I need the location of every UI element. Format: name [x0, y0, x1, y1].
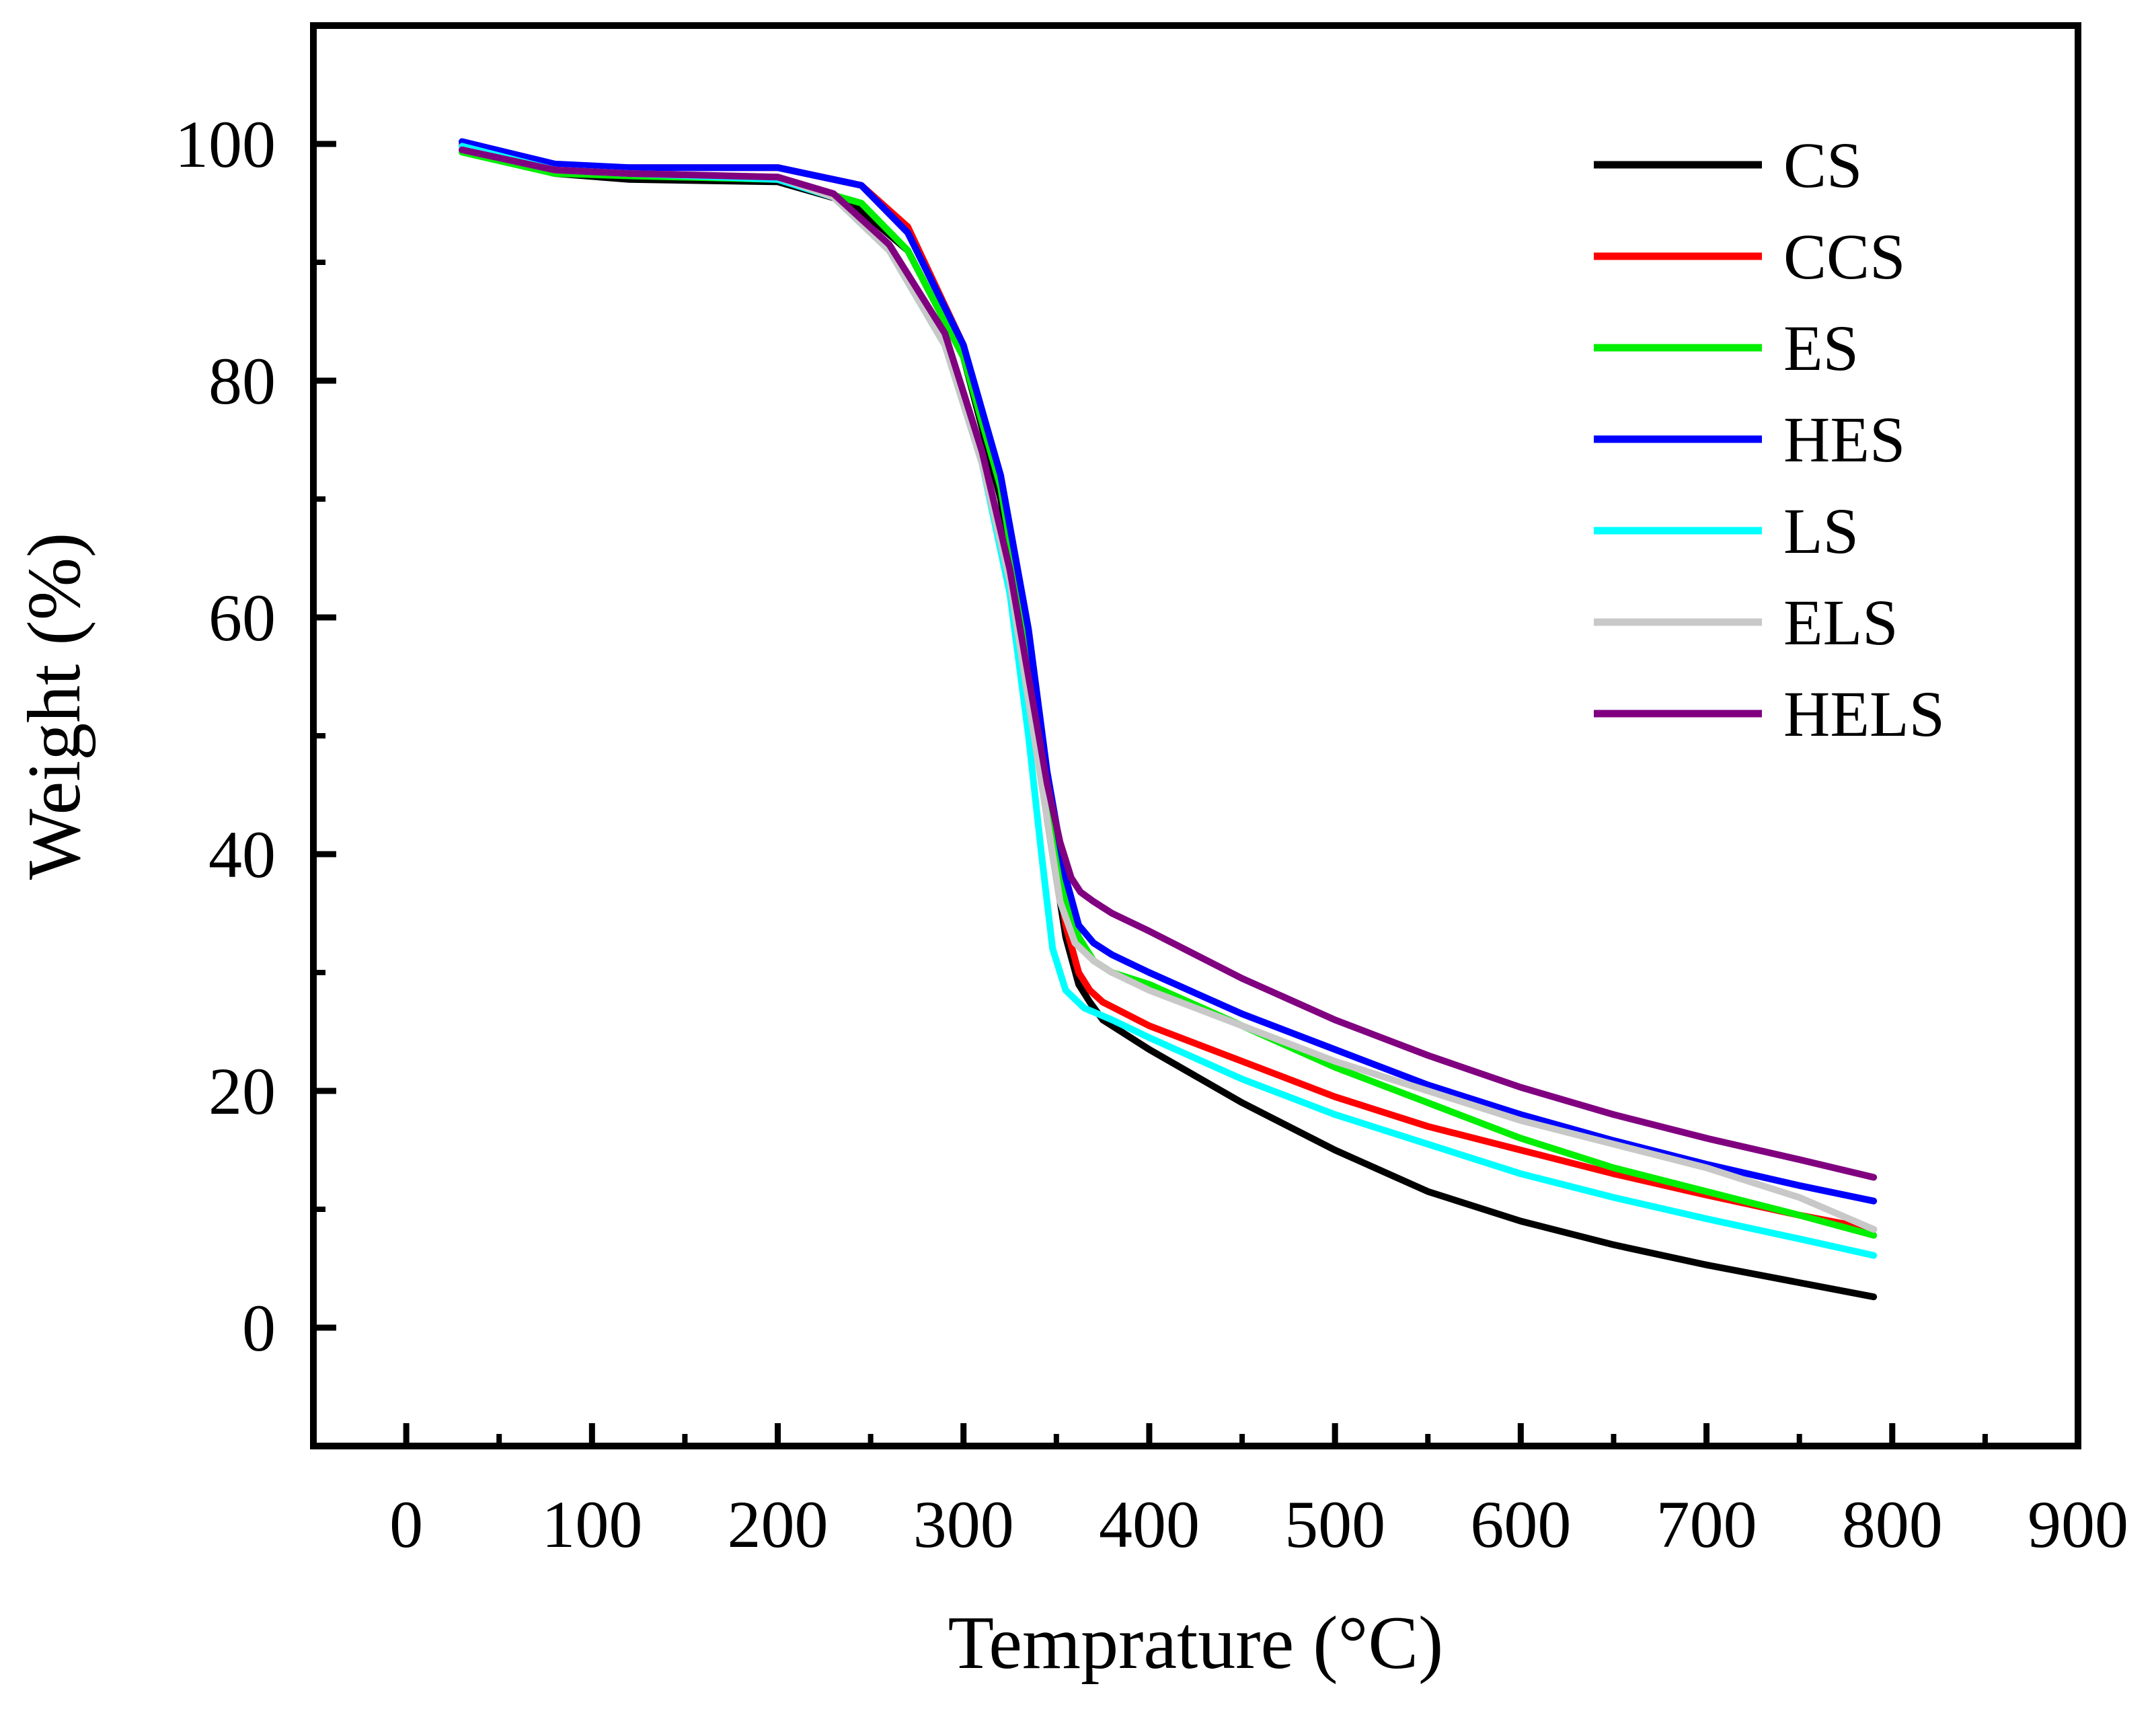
- x-tick-label: 900: [2028, 1487, 2128, 1562]
- legend-label-cs: CS: [1783, 129, 1862, 201]
- legend-label-els: ELS: [1783, 586, 1898, 658]
- legend-label-es: ES: [1783, 312, 1859, 384]
- y-axis-ticks: 0 20 40 60 80 100: [175, 107, 336, 1365]
- x-tick-label: 300: [913, 1487, 1014, 1562]
- series-line-els: [459, 146, 1878, 1233]
- y-tick-label: 100: [175, 107, 276, 182]
- y-tick-label: 40: [208, 817, 276, 892]
- x-tick-label: 500: [1284, 1487, 1385, 1562]
- y-tick-label: 0: [242, 1291, 276, 1365]
- y-tick-label: 60: [208, 580, 276, 655]
- series-line-ls: [459, 143, 1878, 1259]
- y-tick-label: 80: [208, 344, 276, 418]
- legend-label-ccs: CCS: [1783, 221, 1905, 293]
- x-tick-label: 400: [1099, 1487, 1200, 1562]
- y-tick-label: 20: [208, 1054, 276, 1129]
- series-line-ccs: [459, 141, 1878, 1233]
- x-tick-label: 100: [541, 1487, 642, 1562]
- x-tick-label: 600: [1470, 1487, 1571, 1562]
- series-line-es: [459, 149, 1878, 1239]
- x-tick-label: 0: [389, 1487, 423, 1562]
- series-line-hes: [459, 138, 1878, 1205]
- series-line-hels: [459, 146, 1878, 1181]
- x-axis-ticks: 0 100 200 300 400 500 600 700 800 900: [389, 1423, 2128, 1562]
- x-tick-label: 200: [728, 1487, 829, 1562]
- x-tick-label: 800: [1842, 1487, 1943, 1562]
- legend-label-hes: HES: [1783, 404, 1905, 476]
- x-tick-label: 700: [1656, 1487, 1757, 1562]
- y-axis-title: Weight (%): [13, 533, 96, 880]
- series-layer: [459, 138, 1878, 1301]
- legend-label-hels: HELS: [1783, 678, 1945, 750]
- legend: CS CCS ES HES LS ELS HELS: [1594, 129, 1945, 750]
- x-axis-title: Temprature (°C): [948, 1601, 1444, 1685]
- legend-label-ls: LS: [1783, 495, 1859, 567]
